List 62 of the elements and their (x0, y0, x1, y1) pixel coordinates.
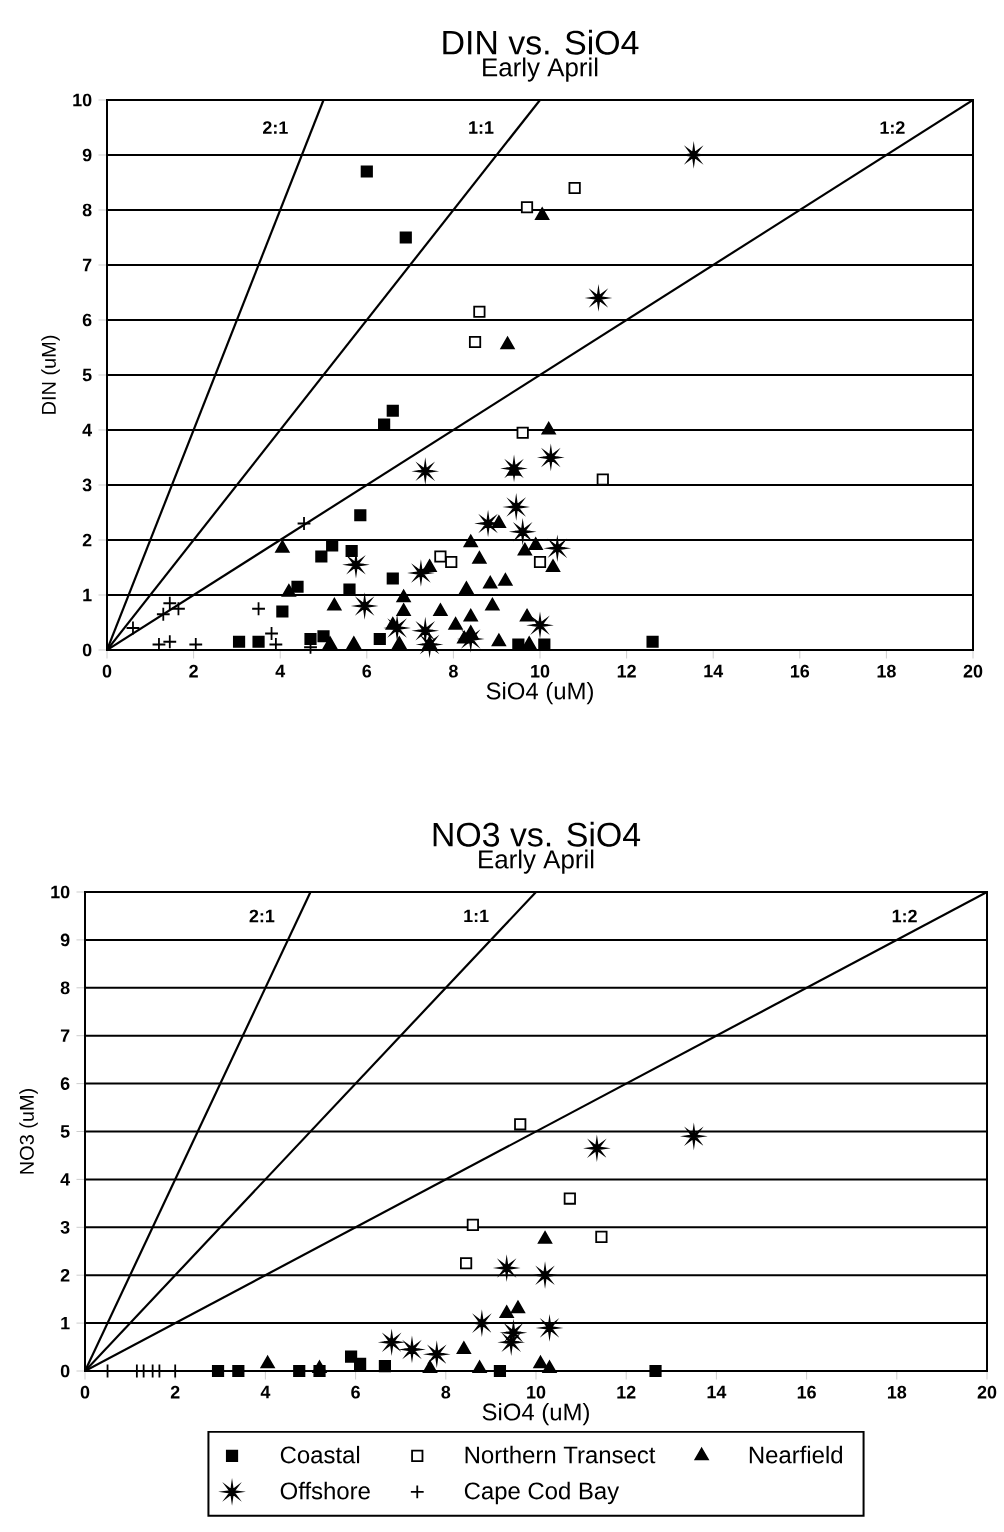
y-tick-label: 1 (83, 588, 92, 602)
x-tick-label: 20 (977, 1385, 997, 1399)
y-axis-title: NO3 (uM) (19, 1089, 38, 1174)
legend-label: Nearfield (749, 1445, 843, 1464)
y-tick-label: 3 (82, 478, 92, 492)
y-tick-label: 0 (82, 643, 92, 657)
annotation: 2:1 (249, 909, 275, 923)
annotation: 1:2 (892, 909, 917, 923)
chart-title: DIN vs. SiO4 (443, 29, 639, 55)
annotation: 1:1 (464, 909, 489, 923)
y-tick-label: 9 (82, 148, 92, 162)
chart-subtitle: Early April (483, 57, 598, 82)
chart-subtitle: Early April (479, 849, 594, 874)
chart-title: NO3 vs. SiO4 (433, 821, 641, 847)
x-tick-label: 10 (531, 664, 550, 678)
y-tick-label: 8 (82, 203, 92, 217)
x-tick-label: 12 (617, 1385, 636, 1399)
y-tick-label: 7 (82, 258, 92, 272)
x-tick-label: 6 (362, 664, 372, 678)
x-tick-label: 4 (260, 1385, 271, 1399)
y-tick-label: 8 (60, 981, 70, 995)
y-tick-label: 2 (60, 1268, 70, 1282)
x-tick-label: 18 (887, 1385, 907, 1399)
y-tick-label: 10 (51, 885, 70, 899)
x-tick-label: 16 (790, 664, 810, 678)
x-tick-label: 18 (877, 664, 896, 678)
legend-label: Offshore (280, 1481, 370, 1500)
y-tick-label: 6 (82, 313, 92, 327)
y-tick-label: 3 (60, 1220, 70, 1234)
x-tick-label: 2 (189, 664, 198, 678)
x-tick-label: 14 (704, 664, 724, 678)
x-tick-label: 8 (441, 1385, 451, 1399)
x-tick-label: 6 (351, 1385, 360, 1399)
x-tick-label: 16 (797, 1385, 816, 1399)
x-tick-label: 0 (102, 664, 112, 678)
x-axis-title: SiO4 (uM) (482, 1402, 589, 1426)
x-tick-label: 10 (527, 1385, 546, 1399)
x-axis-title: SiO4 (uM) (486, 681, 593, 705)
x-tick-label: 12 (617, 664, 636, 678)
y-tick-label: 2 (82, 533, 92, 547)
legend-label: Coastal (280, 1445, 360, 1464)
y-tick-label: 6 (60, 1077, 70, 1090)
legend-label: Cape Cod Bay (464, 1481, 620, 1505)
y-tick-label: 10 (73, 93, 92, 107)
y-tick-label: 1 (61, 1316, 70, 1330)
x-tick-label: 2 (170, 1385, 180, 1399)
y-tick-label: 9 (60, 933, 70, 947)
annotation: 1:2 (880, 121, 905, 134)
y-tick-label: 5 (82, 368, 92, 382)
y-tick-label: 4 (82, 423, 93, 437)
annotation: 1:1 (469, 121, 494, 134)
x-tick-label: 4 (275, 664, 286, 678)
x-tick-label: 14 (707, 1385, 727, 1399)
y-tick-label: 5 (60, 1125, 70, 1138)
x-tick-label: 8 (448, 664, 458, 678)
y-tick-label: 7 (60, 1029, 70, 1042)
annotation: 2:1 (263, 121, 288, 134)
y-tick-label: 0 (60, 1364, 70, 1378)
y-tick-label: 4 (60, 1173, 71, 1186)
legend-label: Northern Transect (465, 1445, 656, 1464)
x-tick-label: 20 (963, 664, 983, 678)
y-axis-title: DIN (uM) (41, 335, 60, 414)
